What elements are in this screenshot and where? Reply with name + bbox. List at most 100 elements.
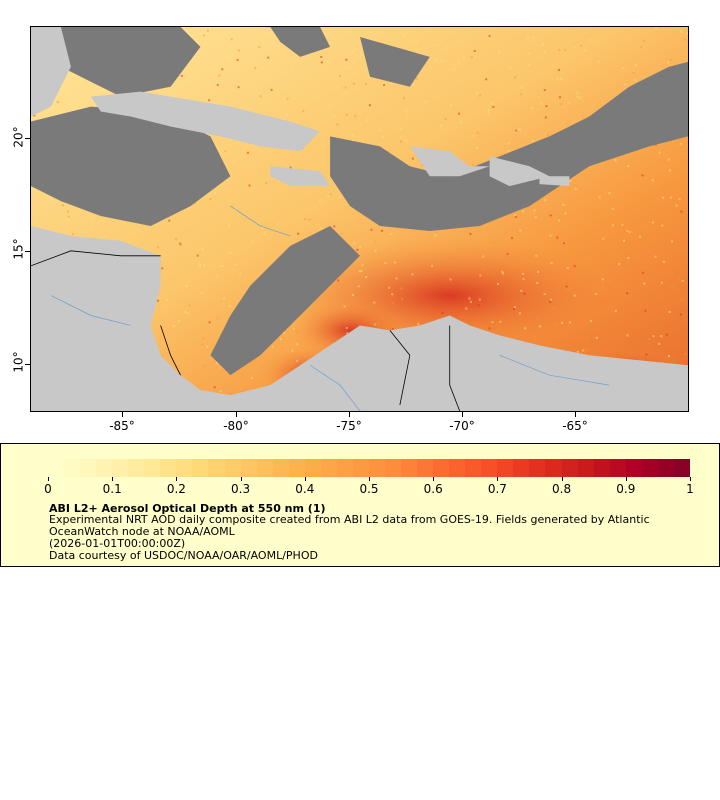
aod-pixel [351,51,354,54]
aod-pixel [476,131,479,134]
aod-pixel [632,72,635,75]
aod-pixel [373,323,376,326]
aod-pixel [643,282,646,285]
aod-pixel [185,285,188,288]
aod-pixel [286,97,289,100]
aod-pixel [382,82,385,85]
colorbar-segment [352,459,369,477]
aod-pixel [564,48,567,51]
aod-pixel [348,52,351,55]
legend-line: (2026-01-01T00:00:00Z) [49,537,186,550]
aod-pixel [62,204,65,207]
aod-pixel [536,316,539,319]
colorbar-tick-label: 0.5 [359,482,379,496]
legend-line: Experimental NRT AOD daily composite cre… [49,513,650,526]
aod-pixel [472,134,475,137]
aod-pixel [250,376,253,379]
aod-pixel [343,305,346,308]
aod-pixel [364,278,367,281]
aod-pixel [477,304,480,307]
aod-pixel [460,121,463,124]
aod-pixel [221,68,224,71]
aod-pixel [465,307,468,310]
aod-pixel [573,46,576,49]
aod-pixel [197,65,200,68]
aod-pixel [347,30,350,33]
aod-pixel [487,112,490,115]
aod-pixel [400,287,403,290]
y-tick-label: 20° [11,126,26,148]
aod-pixel [282,331,285,334]
aod-pixel [208,321,211,324]
aod-pixel [345,113,348,116]
colorbar-segment [240,459,257,477]
x-tick-mark [349,412,350,417]
aod-pixel [473,49,476,52]
aod-pixel [444,46,447,49]
colorbar-segment [481,459,498,477]
colorbar-segment [545,459,562,477]
aod-pixel [522,210,525,213]
aod-pixel [539,325,542,328]
colorbar-segment [529,459,546,477]
aod-pixel [203,263,206,266]
aod-pixel [488,327,491,330]
aod-pixel [48,200,51,203]
legend-description: Experimental NRT AOD daily composite cre… [49,514,689,562]
aod-pixel [230,38,233,41]
aod-pixel [349,66,352,69]
aod-pixel [524,327,527,330]
aod-pixel [33,114,36,117]
aod-pixel [459,79,462,82]
aod-pixel [417,323,420,326]
aod-pixel [258,46,261,49]
aod-pixel [208,99,211,102]
aod-pixel [514,214,517,217]
aod-pixel [276,223,279,226]
aod-pixel [569,180,572,183]
aod-pixel [327,195,330,198]
aod-pixel [359,246,362,249]
aod-pixel [220,33,223,36]
aod-pixel [626,229,629,232]
aod-pixel [558,219,561,222]
aod-pixel [405,109,408,112]
aod-pixel [660,335,663,338]
aod-pixel [370,228,373,231]
aod-pixel [633,79,636,82]
aod-pixel [222,141,225,144]
colorbar-tick-label: 0.2 [166,482,186,496]
aod-pixel [576,95,579,98]
aod-pixel [239,273,242,276]
aod-pixel [226,179,229,182]
aod-pixel [346,332,349,335]
aod-pixel [679,313,682,316]
aod-pixel [320,55,323,58]
aod-pixel [642,271,645,274]
aod-pixel [499,320,502,323]
aod-pixel [614,159,617,162]
aod-pixel [678,277,681,280]
aod-pixel [377,322,380,325]
aod-pixel [557,68,560,71]
aod-pixel [178,319,181,322]
aod-pixel [534,216,537,219]
colorbar-tick-mark [625,477,627,481]
aod-pixel [219,390,222,393]
aod-pixel [680,30,683,33]
aod-pixel [487,108,490,111]
aod-pixel [364,83,367,86]
colorbar-segment [561,459,578,477]
aod-pixel [439,124,442,127]
aod-pixel [67,215,70,218]
aod-pixel [626,334,629,337]
aod-pixel [217,27,220,29]
aod-pixel [157,246,160,249]
colorbar-tick-label: 0.9 [616,482,636,496]
aod-pixel [175,238,178,241]
aod-pixel [485,78,488,81]
aod-pixel [403,97,406,100]
aod-pixel [549,234,552,237]
aod-pixel [91,217,94,219]
aod-pixel [567,101,570,104]
